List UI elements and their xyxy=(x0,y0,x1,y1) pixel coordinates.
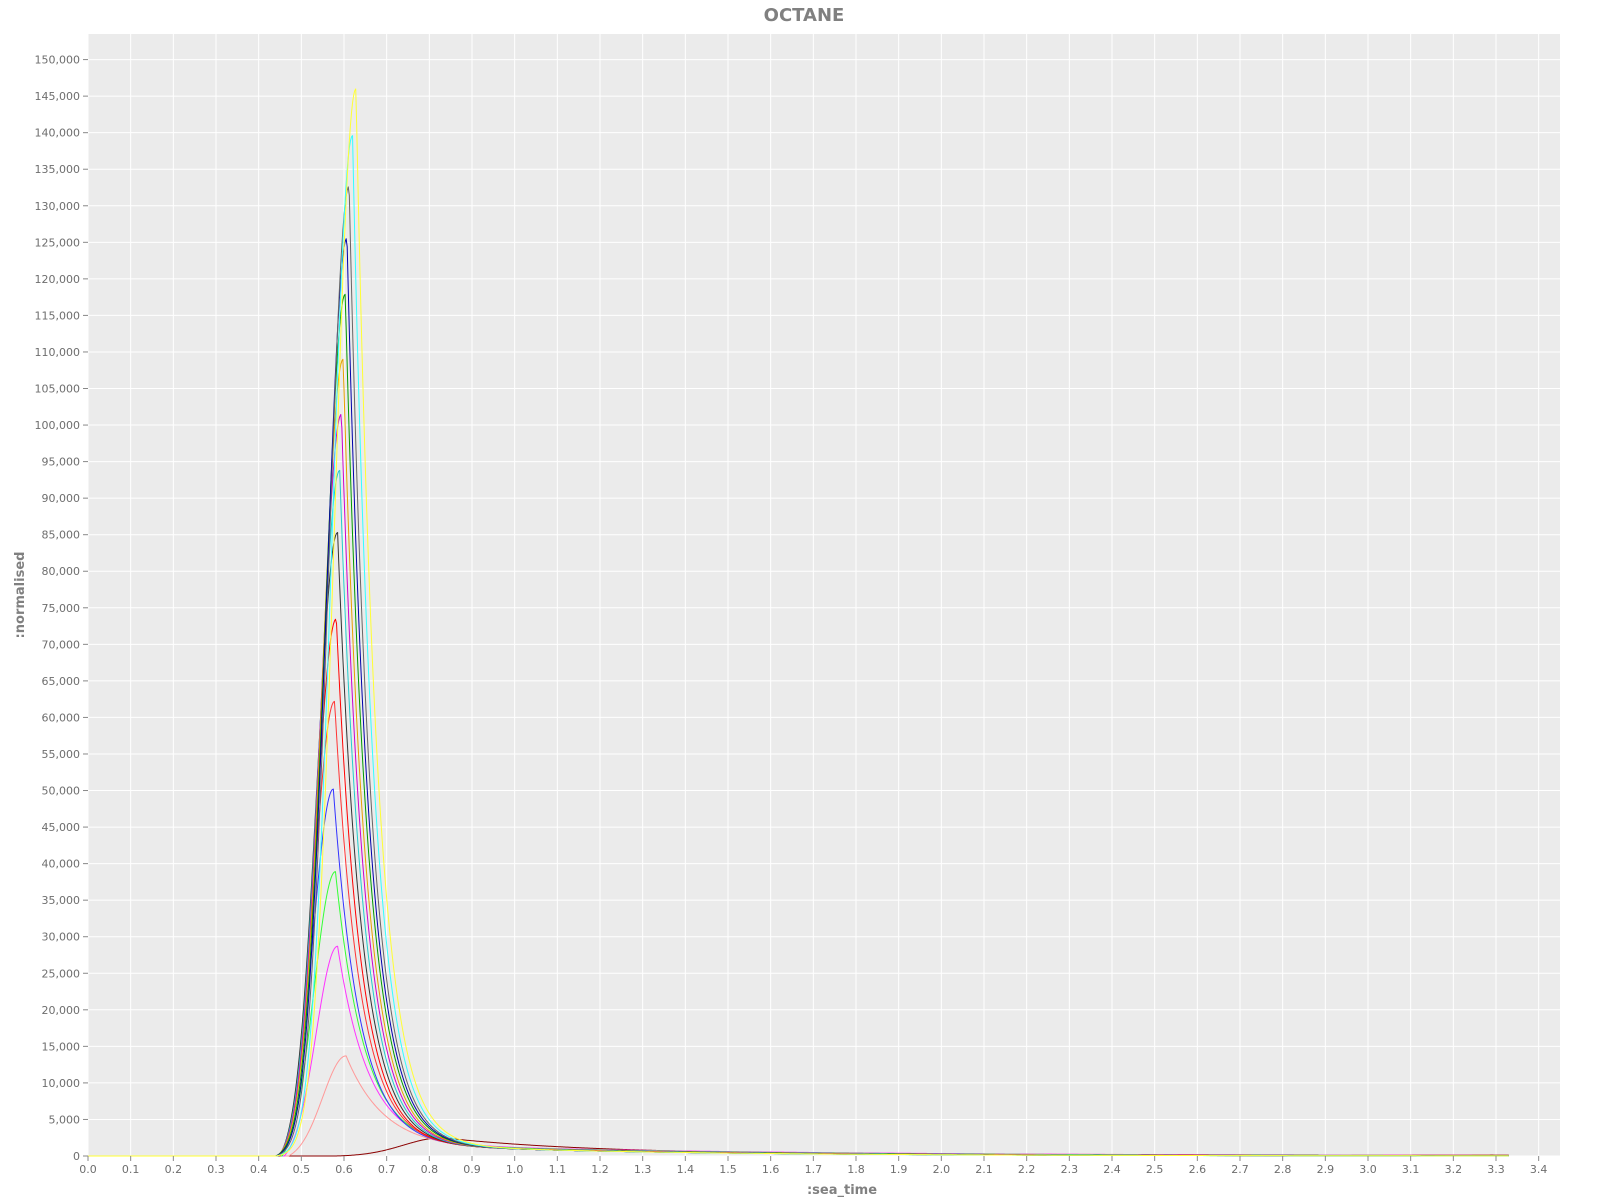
x-tick-label: 0.0 xyxy=(79,1163,97,1176)
x-tick-label: 1.9 xyxy=(890,1163,908,1176)
y-tick-label: 5,000 xyxy=(49,1113,81,1126)
plot-background xyxy=(88,34,1560,1156)
x-tick-label: 0.6 xyxy=(335,1163,353,1176)
x-tick-label: 3.1 xyxy=(1402,1163,1420,1176)
y-tick-label: 145,000 xyxy=(35,90,81,103)
y-tick-label: 50,000 xyxy=(42,785,81,798)
x-axis-title: :sea_time xyxy=(807,1183,877,1198)
x-tick-label: 1.5 xyxy=(719,1163,737,1176)
x-tick-label: 3.3 xyxy=(1487,1163,1505,1176)
x-tick-label: 0.1 xyxy=(122,1163,140,1176)
x-tick-label: 2.0 xyxy=(933,1163,951,1176)
y-tick-label: 100,000 xyxy=(35,419,81,432)
x-tick-label: 2.6 xyxy=(1189,1163,1207,1176)
y-tick-label: 70,000 xyxy=(42,638,81,651)
x-tick-label: 1.7 xyxy=(805,1163,823,1176)
x-tick-label: 0.2 xyxy=(165,1163,183,1176)
y-tick-label: 120,000 xyxy=(35,273,81,286)
y-tick-label: 40,000 xyxy=(42,858,81,871)
y-tick-label: 125,000 xyxy=(35,236,81,249)
x-tick-label: 0.9 xyxy=(463,1163,481,1176)
y-tick-label: 105,000 xyxy=(35,383,81,396)
y-tick-label: 90,000 xyxy=(42,492,81,505)
y-tick-label: 85,000 xyxy=(42,529,81,542)
x-tick-label: 2.7 xyxy=(1231,1163,1249,1176)
y-tick-label: 10,000 xyxy=(42,1077,81,1090)
x-tick-label: 2.9 xyxy=(1317,1163,1335,1176)
y-tick-label: 115,000 xyxy=(35,309,81,322)
y-tick-label: 15,000 xyxy=(42,1040,81,1053)
x-tick-label: 1.3 xyxy=(634,1163,652,1176)
x-tick-label: 0.5 xyxy=(293,1163,311,1176)
y-tick-label: 75,000 xyxy=(42,602,81,615)
x-tick-label: 1.0 xyxy=(506,1163,524,1176)
x-tick-label: 2.5 xyxy=(1146,1163,1164,1176)
y-tick-label: 20,000 xyxy=(42,1004,81,1017)
series-layer xyxy=(88,88,1509,1157)
x-tick-label: 2.8 xyxy=(1274,1163,1292,1176)
y-tick-label: 150,000 xyxy=(35,54,81,67)
x-tick-label: 0.8 xyxy=(421,1163,439,1176)
y-tick-label: 130,000 xyxy=(35,200,81,213)
y-tick-label: 140,000 xyxy=(35,127,81,140)
x-tick-label: 2.3 xyxy=(1061,1163,1079,1176)
x-tick-label: 3.0 xyxy=(1359,1163,1377,1176)
x-tick-label: 0.7 xyxy=(378,1163,396,1176)
x-tick-label: 1.2 xyxy=(591,1163,609,1176)
axis-layer: 0.0 0.1 0.2 0.3 0.4 0.5 0.6 0.7 0.8 0.9 1.0 1.1 1.2 1… xyxy=(35,54,1548,1176)
x-tick-label: 1.8 xyxy=(847,1163,865,1176)
y-tick-label: 25,000 xyxy=(42,967,81,980)
y-tick-label: 95,000 xyxy=(42,456,81,469)
y-tick-label: 0 xyxy=(73,1150,80,1163)
x-tick-label: 1.6 xyxy=(762,1163,780,1176)
x-tick-label: 1.4 xyxy=(677,1163,695,1176)
x-tick-label: 2.4 xyxy=(1103,1163,1121,1176)
y-tick-label: 60,000 xyxy=(42,711,81,724)
y-tick-label: 80,000 xyxy=(42,565,81,578)
x-tick-label: 2.2 xyxy=(1018,1163,1036,1176)
y-tick-label: 65,000 xyxy=(42,675,81,688)
x-tick-label: 0.3 xyxy=(207,1163,225,1176)
y-tick-label: 110,000 xyxy=(35,346,81,359)
series-line-16 xyxy=(88,88,1509,1157)
x-tick-label: 3.2 xyxy=(1445,1163,1463,1176)
x-tick-label: 1.1 xyxy=(549,1163,567,1176)
y-tick-label: 45,000 xyxy=(42,821,81,834)
y-tick-label: 30,000 xyxy=(42,931,81,944)
x-tick-label: 3.4 xyxy=(1530,1163,1548,1176)
y-tick-label: 55,000 xyxy=(42,748,81,761)
y-tick-label: 135,000 xyxy=(35,163,81,176)
x-tick-label: 2.1 xyxy=(975,1163,993,1176)
x-tick-label: 0.4 xyxy=(250,1163,268,1176)
y-tick-label: 35,000 xyxy=(42,894,81,907)
chart-title: OCTANE xyxy=(764,5,845,26)
y-axis-title: :normalised xyxy=(13,552,28,639)
